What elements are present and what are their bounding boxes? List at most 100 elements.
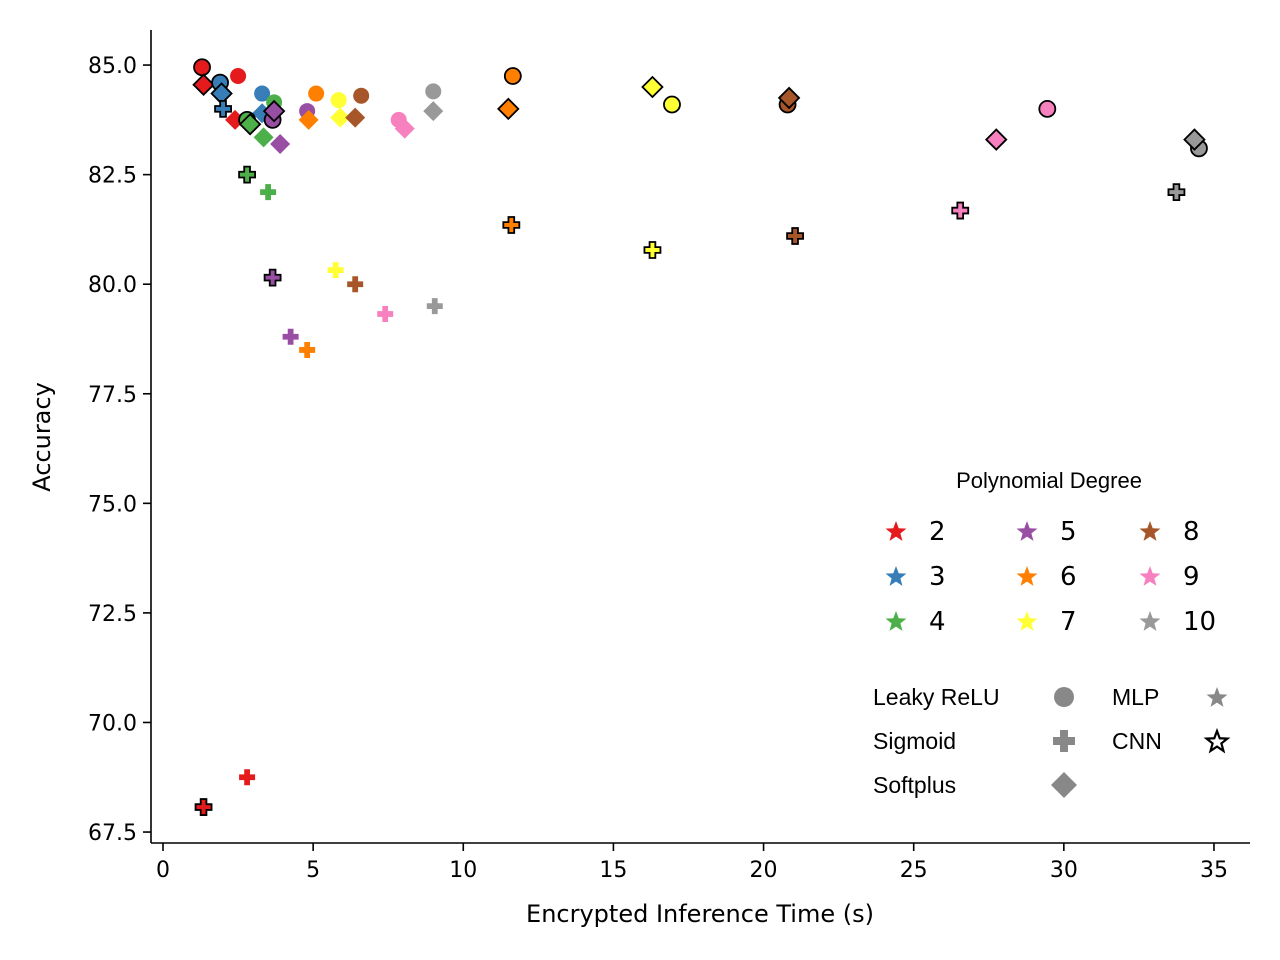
legend: Polynomial Degree 2 3 4 5 6 7 8 9 10 Leaky ReLU S…: [873, 468, 1231, 798]
legend-degree-item: 2: [885, 517, 946, 547]
data-point-plus-mlp: [260, 184, 277, 201]
x-tick-label: 5: [306, 858, 320, 883]
legend-degree-label: 10: [1183, 607, 1216, 637]
legend-star-marker: [1016, 521, 1038, 541]
data-point-circle-mlp: [353, 87, 370, 104]
legend-star-marker: [885, 611, 907, 631]
x-tick-label: 35: [1200, 858, 1228, 883]
legend-degree-label: 3: [929, 562, 946, 592]
legend-plus-marker: [1053, 730, 1075, 752]
legend-title: Polynomial Degree: [956, 468, 1142, 493]
data-point-diamond-mlp: [345, 107, 366, 128]
legend-degree-label: 6: [1060, 562, 1077, 592]
data-point-circle-mlp: [254, 85, 271, 102]
data-point-plus-cnn: [643, 241, 662, 259]
legend-degree-label: 4: [929, 607, 946, 637]
data-point-diamond-cnn: [497, 97, 520, 121]
data-point-diamond-cnn: [1183, 128, 1206, 151]
legend-activation-item: Softplus: [873, 772, 1077, 798]
x-tick-label: 0: [156, 858, 170, 883]
legend-degree-item: 10: [1139, 607, 1216, 637]
legend-activation-label: Softplus: [873, 772, 956, 798]
legend-degree-label: 8: [1183, 517, 1200, 547]
legend-circle-marker: [1054, 687, 1074, 707]
legend-activation-items: Leaky ReLU Sigmoid Softplus: [873, 684, 1077, 798]
legend-star-marker: [1016, 566, 1038, 586]
data-point-diamond-cnn: [984, 128, 1008, 151]
data-point-plus-cnn: [194, 798, 213, 816]
x-tick-label: 10: [449, 858, 477, 883]
data-point-plus-cnn: [214, 99, 232, 118]
data-point-diamond-mlp: [394, 118, 415, 139]
x-axis-title: Encrypted Inference Time (s): [526, 900, 874, 928]
data-point-plus-cnn: [238, 165, 256, 184]
data-point-plus-cnn: [502, 216, 521, 234]
data-point-circle-mlp: [330, 92, 347, 109]
data-point-plus-cnn: [263, 268, 282, 287]
legend-diamond-marker: [1051, 772, 1077, 798]
data-point-plus-mlp: [299, 341, 316, 358]
legend-degree-item: 4: [885, 607, 946, 637]
legend-star-marker: [1139, 611, 1161, 631]
y-tick-label: 75.0: [88, 492, 137, 517]
data-point-plus-cnn: [786, 227, 804, 245]
data-point-circle-cnn: [503, 67, 522, 85]
x-tick-label: 20: [750, 858, 778, 883]
data-point-circle-mlp: [230, 68, 247, 85]
x-tick-label: 30: [1050, 858, 1078, 883]
legend-star-marker: [885, 566, 907, 586]
data-point-plus-cnn: [951, 201, 970, 220]
legend-star-marker: [1203, 727, 1231, 754]
legend-degree-item: 7: [1016, 607, 1077, 637]
legend-activation-label: Sigmoid: [873, 728, 956, 754]
data-point-circle-cnn: [193, 58, 211, 77]
data-point-diamond-cnn: [192, 73, 215, 97]
data-point-circle-mlp: [425, 83, 442, 100]
x-tick-label: 25: [900, 858, 928, 883]
legend-degree-label: 5: [1060, 517, 1077, 547]
legend-model-label: CNN: [1112, 728, 1162, 754]
data-point-plus-mlp: [282, 328, 299, 345]
data-point-diamond-mlp: [298, 109, 319, 130]
data-point-plus-mlp: [426, 298, 443, 315]
legend-activation-label: Leaky ReLU: [873, 684, 1000, 710]
legend-model-item: CNN: [1112, 727, 1231, 754]
y-tick-label: 77.5: [88, 383, 137, 408]
data-point-diamond-mlp: [270, 133, 291, 154]
data-point-diamond-cnn: [238, 112, 262, 136]
y-tick-label: 85.0: [88, 54, 137, 79]
legend-star-marker: [1206, 687, 1228, 707]
y-tick-label: 67.5: [88, 821, 137, 846]
data-point-plus-cnn: [1167, 183, 1186, 202]
data-points: [192, 58, 1208, 816]
data-point-plus-mlp: [327, 262, 344, 279]
legend-degree-label: 7: [1060, 607, 1077, 637]
legend-star-marker: [885, 521, 907, 541]
legend-degree-label: 2: [929, 517, 946, 547]
legend-degree-item: 8: [1139, 517, 1200, 547]
axes: 0 5 10 15 20 25 30 35 67.570.072.575.077.580.08…: [28, 30, 1250, 928]
y-tick-label: 72.5: [88, 602, 137, 627]
legend-activation-item: Sigmoid: [873, 728, 1075, 754]
data-point-diamond-mlp: [423, 101, 444, 122]
legend-star-marker: [1016, 611, 1038, 631]
legend-degree-items: 2 3 4 5 6 7 8 9 10: [885, 517, 1216, 637]
y-tick-label: 80.0: [88, 273, 137, 298]
legend-degree-label: 9: [1183, 562, 1200, 592]
y-axis-title: Accuracy: [28, 382, 56, 492]
data-point-diamond-cnn: [262, 99, 286, 123]
data-point-plus-mlp: [347, 276, 364, 293]
data-point-diamond-cnn: [641, 75, 664, 99]
legend-degree-item: 9: [1139, 562, 1200, 592]
legend-model-items: MLP CNN: [1112, 684, 1231, 754]
y-tick-label: 70.0: [88, 711, 137, 736]
data-point-circle-mlp: [308, 85, 325, 102]
data-point-diamond-mlp: [330, 107, 351, 128]
x-tick-label: 15: [599, 858, 627, 883]
legend-star-marker: [1139, 521, 1161, 541]
legend-degree-item: 5: [1016, 517, 1077, 547]
data-point-diamond-cnn: [777, 86, 801, 110]
data-point-diamond-mlp: [253, 127, 274, 148]
data-point-circle-cnn: [663, 95, 681, 114]
